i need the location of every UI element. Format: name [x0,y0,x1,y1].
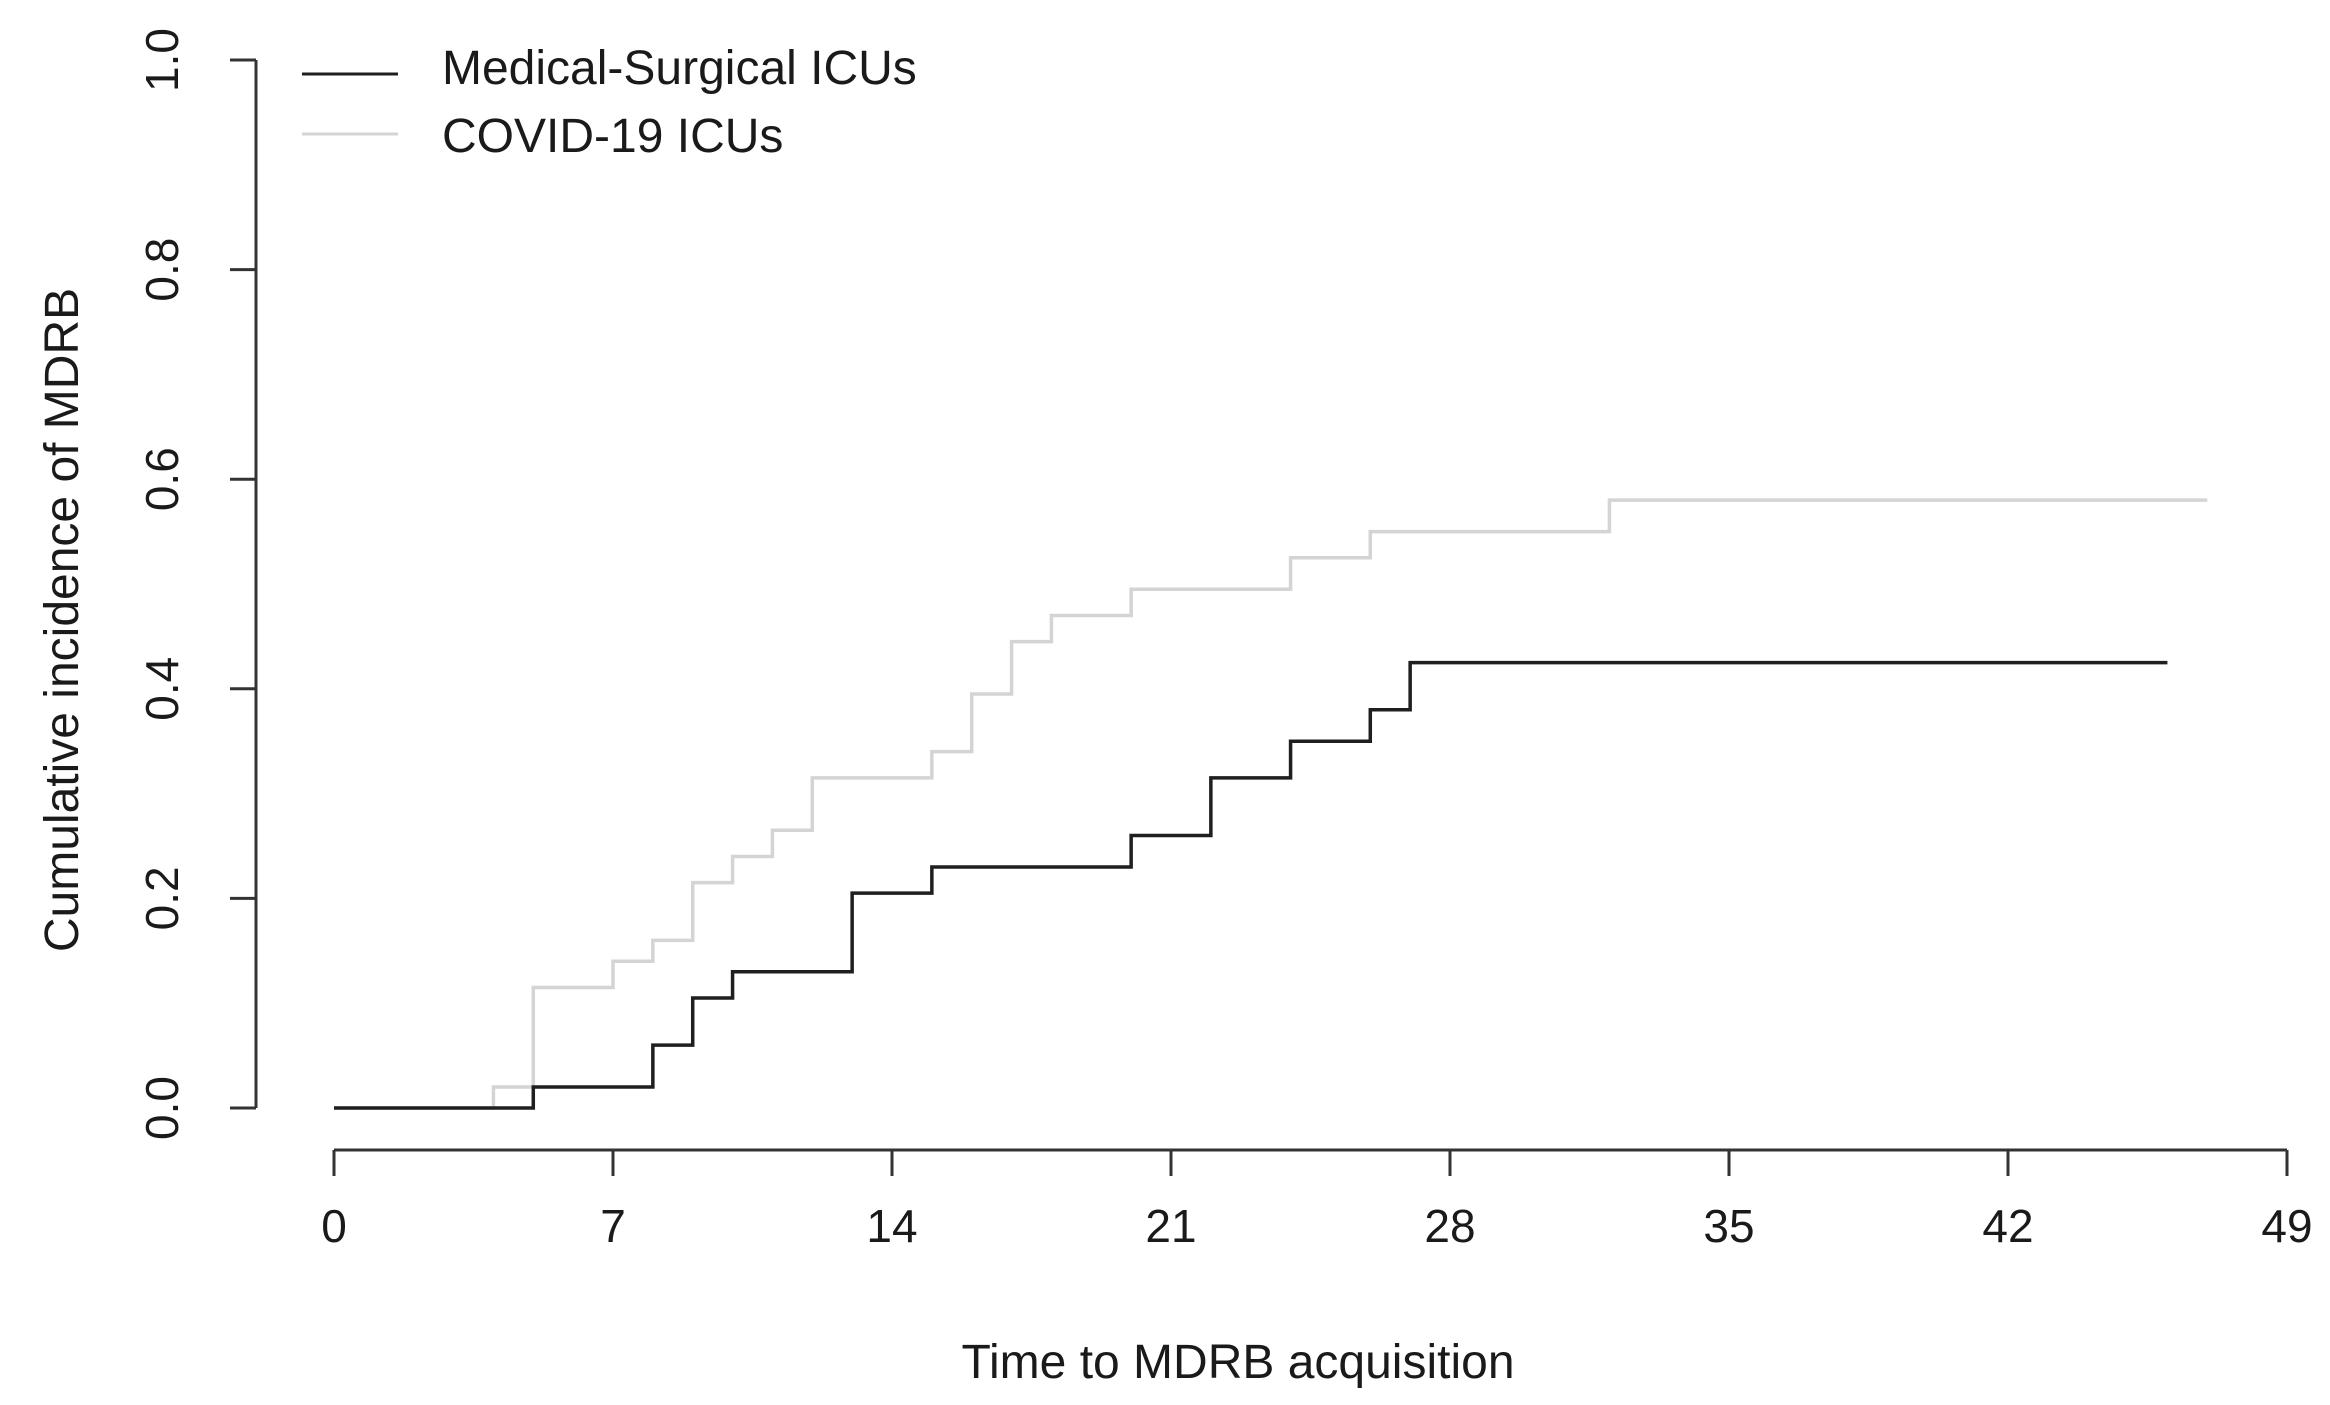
x-tick-label: 21 [1145,1200,1196,1252]
x-tick-label: 35 [1703,1200,1754,1252]
x-tick-label: 7 [600,1200,626,1252]
y-tick-label: 0.2 [136,866,188,930]
y-ticks: 0.0 0.2 0.4 0.6 0.8 1.0 [136,28,256,1140]
x-ticks: 0 7 14 21 28 35 42 49 [321,1150,2313,1252]
series-line-covid-19-icus [334,498,2208,1110]
y-tick-label: 0.8 [136,238,188,302]
x-tick-label: 42 [1982,1200,2033,1252]
legend-label-covid-19: COVID-19 ICUs [442,110,783,163]
x-tick-label: 28 [1424,1200,1475,1252]
y-axis-title: Cumulative incidence of MDRB [36,288,89,952]
legend: Medical-Surgical ICUs COVID-19 ICUs [302,42,917,163]
y-tick-label: 0.6 [136,447,188,511]
y-tick-label: 0.4 [136,657,188,721]
x-tick-label: 49 [2261,1200,2312,1252]
y-tick-label: 0.0 [136,1076,188,1140]
series-line-medical-surgical-icus [334,660,2168,1110]
x-tick-label: 0 [321,1200,347,1252]
x-tick-label: 14 [866,1200,917,1252]
legend-label-medical-surgical: Medical-Surgical ICUs [442,42,917,95]
x-axis-title: Time to MDRB acquisition [961,1336,1514,1389]
series-group [334,498,2208,1110]
y-axis: 0.0 0.2 0.4 0.6 0.8 1.0 [136,28,258,1140]
x-axis: 0 7 14 21 28 35 42 49 [321,1148,2313,1252]
y-tick-label: 1.0 [136,28,188,92]
